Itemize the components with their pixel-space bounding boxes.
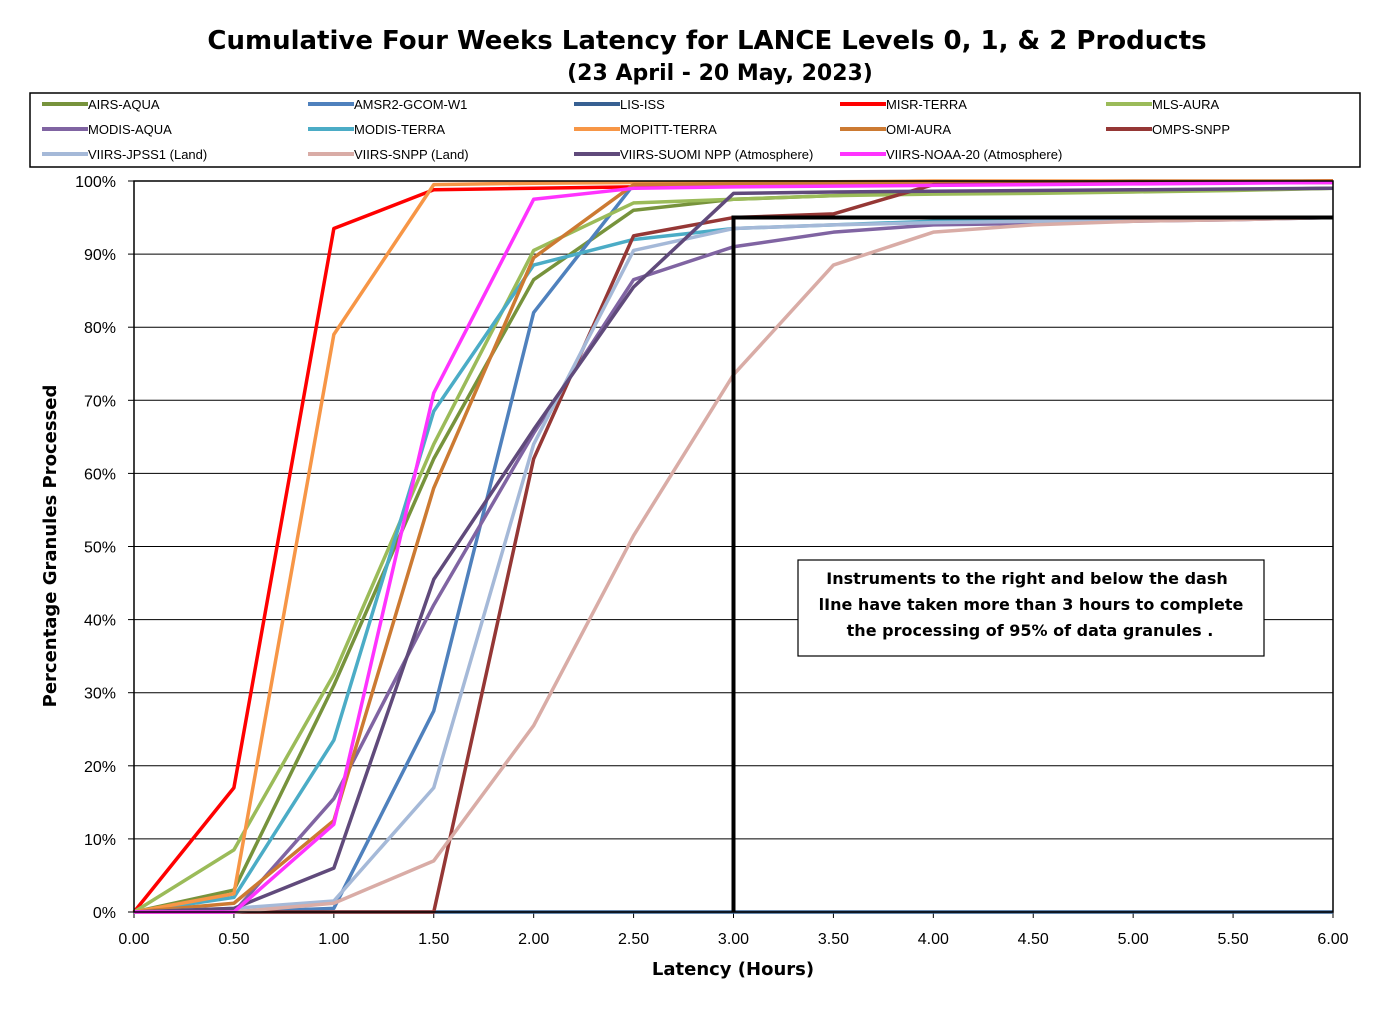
- legend-label: AIRS-AQUA: [88, 97, 160, 112]
- annotation-box: Instruments to the right and below the d…: [797, 559, 1265, 657]
- x-axis-label: Latency (Hours): [652, 959, 814, 980]
- x-axis-ticks: 0.00 0.50 1.00 1.50 2.00 2.50 3.00 3.50 4.00 4.50…: [118, 912, 1349, 948]
- y-axis-label: Percentage Granules Processed: [40, 385, 61, 708]
- annotation-line-3: the processing of 95% of data granules .: [847, 621, 1214, 640]
- x-tick-label: 1.00: [318, 931, 349, 948]
- annotation-line-1: Instruments to the right and below the d…: [826, 569, 1228, 588]
- legend-label: AMSR2-GCOM-W1: [354, 97, 467, 112]
- y-tick-label: 80%: [84, 320, 116, 337]
- x-tick-label: 2.50: [618, 931, 649, 948]
- chart-subtitle: (23 April - 20 May, 2023): [567, 61, 873, 86]
- x-tick-label: 5.00: [1118, 931, 1149, 948]
- x-tick-label: 1.50: [418, 931, 449, 948]
- threshold-line: [731, 215, 1333, 912]
- x-tick-label: 6.00: [1317, 931, 1348, 948]
- annotation-line-2: lIne have taken more than 3 hours to com…: [819, 595, 1244, 614]
- y-axis-ticks: 0% 10% 20% 30% 40% 50% 60% 70% 80% 90% 100%: [75, 174, 134, 922]
- legend-label: VIIRS-JPSS1 (Land): [88, 147, 207, 162]
- legend-label: OMI-AURA: [886, 122, 951, 137]
- x-tick-label: 5.50: [1218, 931, 1249, 948]
- y-tick-label: 20%: [84, 759, 116, 776]
- y-tick-label: 70%: [84, 393, 116, 410]
- y-tick-label: 10%: [84, 832, 116, 849]
- y-tick-label: 60%: [84, 466, 116, 483]
- x-tick-label: 4.00: [918, 931, 949, 948]
- y-tick-label: 40%: [84, 613, 116, 630]
- chart-title: Cumulative Four Weeks Latency for LANCE …: [207, 26, 1206, 56]
- y-tick-label: 50%: [84, 540, 116, 557]
- plot-area-border: [133, 180, 1334, 913]
- legend-label: OMPS-SNPP: [1152, 122, 1230, 137]
- legend-label: VIIRS-SNPP (Land): [354, 147, 469, 162]
- legend-label: MLS-AURA: [1152, 97, 1220, 112]
- legend-label: MISR-TERRA: [886, 97, 967, 112]
- y-tick-label: 90%: [84, 247, 116, 264]
- legend: AIRS-AQUA AMSR2-GCOM-W1 LIS-ISS MISR-TERRA M…: [42, 97, 1230, 162]
- x-tick-label: 0.00: [118, 931, 149, 948]
- x-tick-label: 4.50: [1018, 931, 1049, 948]
- x-tick-label: 0.50: [218, 931, 249, 948]
- legend-label: MODIS-AQUA: [88, 122, 172, 137]
- legend-label: VIIRS-NOAA-20 (Atmosphere): [886, 147, 1062, 162]
- x-tick-label: 2.00: [518, 931, 549, 948]
- legend-label: VIIRS-SUOMI NPP (Atmosphere): [620, 147, 813, 162]
- y-tick-label: 0%: [93, 905, 116, 922]
- y-tick-label: 100%: [75, 174, 116, 191]
- series-line-viirs-noaa-20-atmosphere: [134, 180, 1334, 914]
- x-tick-label: 3.00: [718, 931, 749, 948]
- y-tick-label: 30%: [84, 686, 116, 703]
- series-line-mls-aura: [133, 186, 1334, 914]
- legend-label: LIS-ISS: [620, 97, 665, 112]
- legend-label: MOPITT-TERRA: [620, 122, 717, 137]
- x-tick-label: 3.50: [818, 931, 849, 948]
- series-line-viirs-suomi-npp-atmosphere: [133, 186, 1334, 914]
- threshold-3h-95pct: [731, 215, 1333, 912]
- legend-label: MODIS-TERRA: [354, 122, 445, 137]
